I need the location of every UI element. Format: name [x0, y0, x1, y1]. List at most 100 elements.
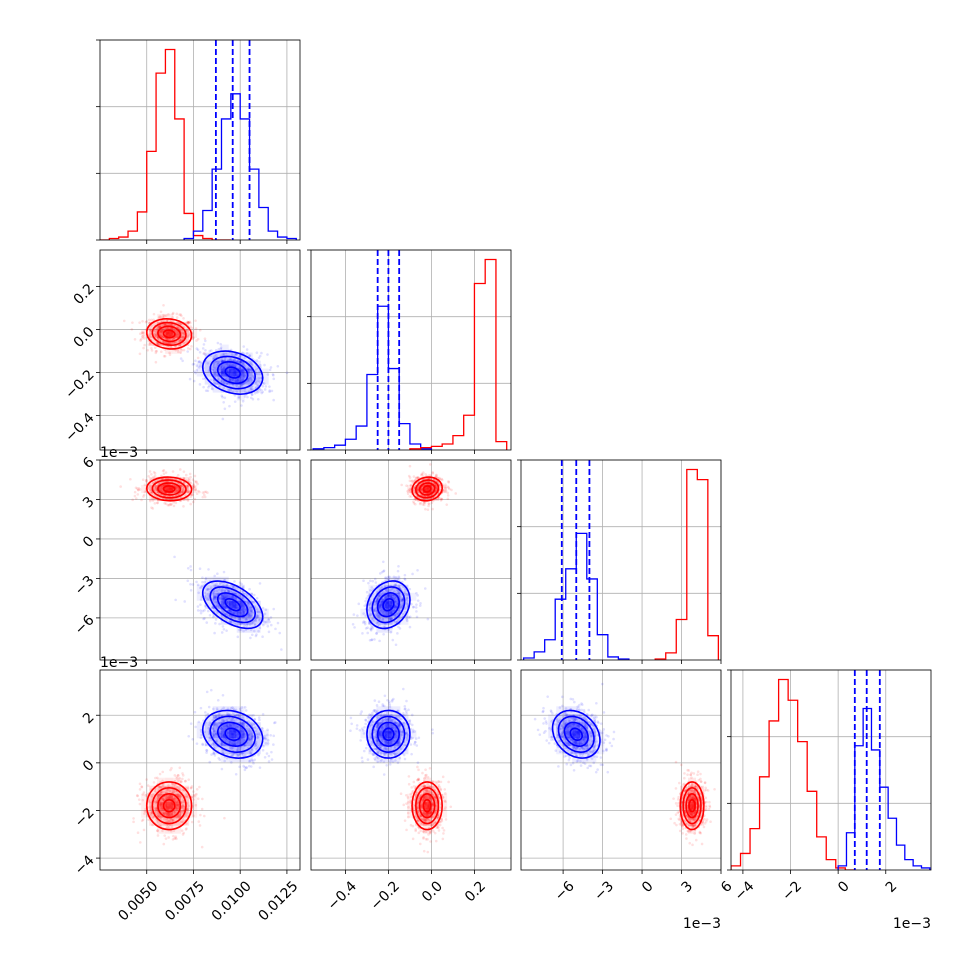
scatter-point-red [137, 486, 141, 490]
scatter-point-red [148, 499, 152, 503]
scatter-point-red [195, 480, 198, 483]
scatter-point-blue [203, 591, 207, 595]
scatter-point-blue [186, 566, 190, 570]
scatter-point-red [417, 831, 421, 835]
scatter-point-blue [254, 729, 258, 733]
scatter-point-blue [208, 349, 212, 353]
scatter-point-blue [200, 361, 203, 365]
scatter-point-red [203, 490, 206, 494]
scatter-point-blue [248, 760, 251, 763]
scatter-point-red [187, 778, 191, 781]
scatter-point-blue [261, 606, 265, 610]
scatter-point-blue [213, 370, 217, 374]
scatter-point-blue [406, 596, 410, 600]
scatter-point-red [409, 792, 413, 796]
scatter-point-blue [218, 582, 222, 586]
scatter-point-blue [369, 612, 372, 616]
scatter-point-blue [263, 621, 267, 624]
scatter-point-blue [247, 738, 251, 741]
scatter-point-red [443, 485, 447, 489]
scatter-point-blue [386, 718, 390, 722]
scatter-point-blue [398, 590, 401, 594]
scatter-point-red [186, 320, 190, 324]
scatter-point-red [145, 480, 148, 483]
scatter-point-red [432, 780, 435, 783]
scatter-point-red [201, 495, 205, 499]
scatter-point-red [417, 491, 420, 495]
scatter-point-red [172, 790, 175, 794]
scatter-point-blue [385, 588, 388, 592]
scatter-point-blue [255, 633, 258, 636]
scatter-point-blue [374, 725, 378, 728]
scatter-point-red [420, 803, 423, 807]
scatter-point-blue [379, 609, 383, 612]
scatter-point-red [447, 480, 451, 484]
scatter-point-blue [214, 732, 218, 736]
scatter-point-blue [201, 576, 204, 579]
scatter-point-blue [228, 404, 231, 408]
scatter-point-blue [375, 621, 378, 625]
scatter-point-red [182, 348, 186, 352]
scatter-point-blue [249, 396, 253, 400]
scatter-point-red [421, 503, 424, 506]
scatter-point-blue [199, 603, 202, 606]
scatter-point-red [429, 840, 432, 843]
scatter-point-red [178, 795, 182, 798]
scatter-point-blue [267, 760, 271, 763]
scatter-point-blue [351, 622, 355, 626]
scatter-point-red [413, 812, 417, 815]
scatter-point-red [155, 798, 158, 801]
scatter-point-red [202, 352, 206, 355]
scatter-point-blue [263, 612, 267, 616]
scatter-point-red [411, 837, 415, 841]
scatter-point-red [136, 831, 140, 835]
scatter-point-blue [364, 599, 367, 603]
scatter-point-red [416, 778, 420, 782]
scatter-point-red [431, 786, 435, 789]
scatter-point-blue [234, 708, 238, 712]
scatter-point-red [178, 344, 181, 348]
scatter-point-red [437, 496, 441, 499]
scatter-point-red [164, 341, 168, 345]
scatter-point-red [181, 789, 184, 792]
scatter-point-red [412, 475, 416, 478]
scatter-point-blue [388, 705, 392, 709]
scatter-point-blue [238, 752, 242, 756]
scatter-point-red [405, 793, 408, 797]
scatter-point-blue [405, 619, 409, 623]
scatter-point-red [182, 808, 185, 811]
scatter-point-blue [252, 761, 255, 765]
scatter-point-red [423, 819, 426, 822]
scatter-point-red [440, 818, 443, 821]
scatter-point-blue [221, 588, 224, 592]
scatter-point-red [419, 501, 422, 505]
scatter-point-blue [261, 727, 264, 730]
scatter-point-red [438, 823, 442, 827]
scatter-point-red [158, 815, 161, 818]
scatter-point-blue [198, 360, 201, 363]
scatter-point-blue [208, 723, 211, 727]
scatter-point-blue [199, 728, 203, 732]
scatter-point-red [155, 336, 158, 340]
scatter-point-red [175, 312, 179, 316]
scatter-point-red [433, 831, 437, 835]
scatter-point-blue [237, 395, 241, 399]
scatter-point-red [133, 338, 137, 341]
scatter-point-red [135, 487, 139, 490]
scatter-point-blue [179, 357, 183, 360]
scatter-point-blue [380, 570, 384, 574]
scatter-point-red [438, 785, 442, 789]
scatter-point-red [438, 807, 442, 810]
scatter-point-red [150, 472, 153, 476]
scatter-point-blue [402, 721, 405, 725]
scatter-point-blue [393, 598, 396, 601]
scatter-point-red [423, 784, 427, 788]
scatter-point-red [422, 830, 425, 833]
scatter-point-blue [217, 384, 221, 388]
scatter-point-blue [364, 722, 368, 726]
scatter-point-red [186, 334, 190, 338]
scatter-point-red [191, 493, 194, 496]
scatter-point-red [181, 804, 185, 808]
scatter-point-red [186, 786, 190, 790]
